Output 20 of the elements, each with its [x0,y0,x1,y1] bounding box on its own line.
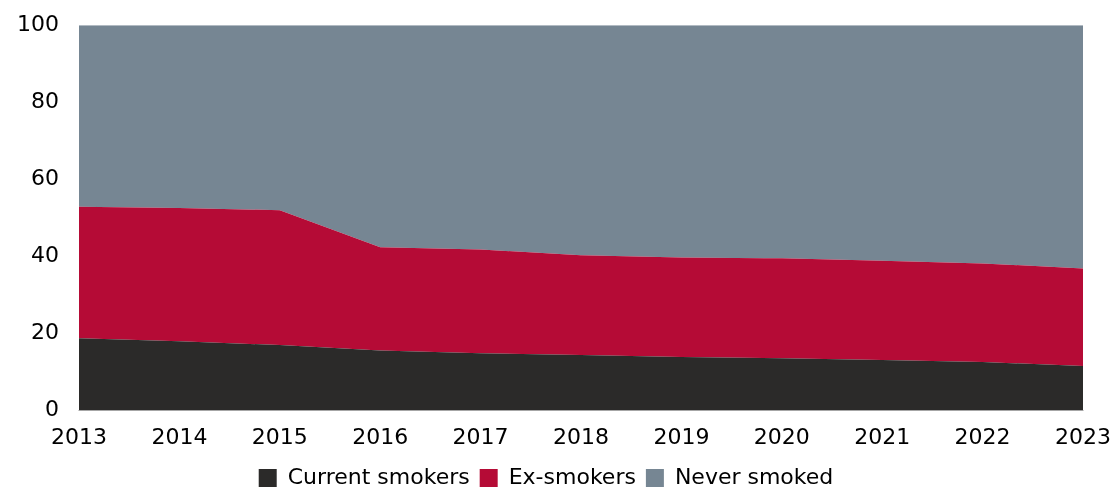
x-tick-label: 2019 [653,423,710,449]
x-tick-label: 2015 [251,423,308,449]
x-tick-label: 2017 [452,423,509,449]
x-tick-label: 2018 [553,423,609,449]
y-tick-label: 80 [30,88,59,113]
x-tick-label: 2022 [954,423,1011,449]
legend-label: Ex-smokers [508,463,636,489]
legend-label: Current smokers [287,463,470,489]
x-tick-label: 2020 [753,423,810,449]
legend-label: Never smoked [674,463,834,489]
y-tick-label: 0 [44,396,59,422]
x-tick-label: 2021 [854,423,911,449]
x-tick-label: 2016 [352,423,409,449]
y-tick-label: 40 [30,242,59,268]
x-tick-label: 2013 [50,423,107,449]
y-tick-label: 20 [30,319,59,345]
y-tick-label: 100 [16,10,59,36]
x-tick-label: 2014 [151,423,208,449]
x-tick-label: 2023 [1055,423,1112,449]
y-tick-label: 60 [30,165,59,191]
